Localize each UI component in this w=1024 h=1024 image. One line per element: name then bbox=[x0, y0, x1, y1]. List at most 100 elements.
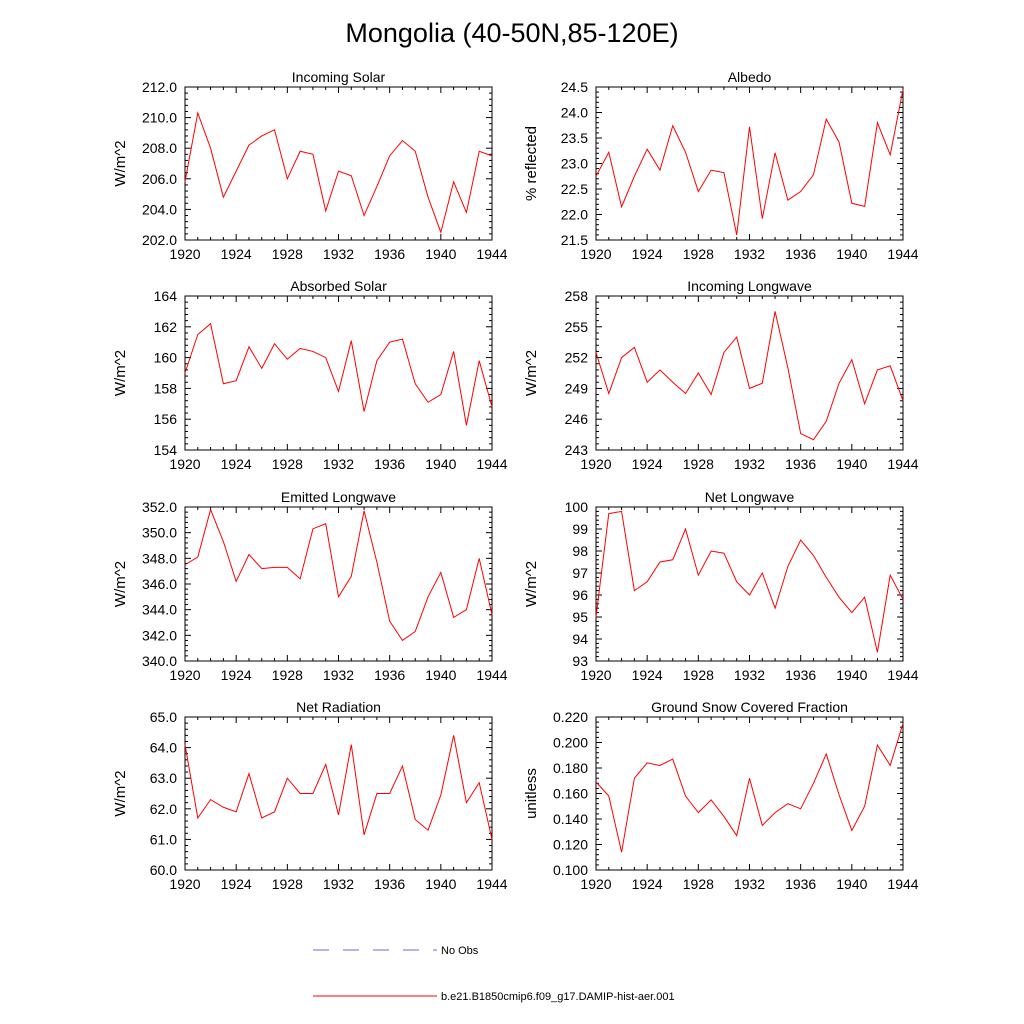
y-tick-label: 64.0 bbox=[150, 740, 177, 756]
chart-panel: Albedo % reflected 1920 1924 1928 1932 1936 194… bbox=[523, 69, 919, 262]
y-tick-label: 350.0 bbox=[142, 525, 177, 541]
y-tick-label: 212.0 bbox=[142, 79, 177, 95]
y-tick-label: 252 bbox=[565, 350, 589, 366]
y-tick-label: 0.180 bbox=[553, 760, 588, 776]
legend: No Obs b.e21.B1850cmip6.f09_g17.DAMIP-hi… bbox=[313, 945, 675, 1003]
panel-title: Absorbed Solar bbox=[290, 278, 387, 294]
x-tick-label: 1936 bbox=[374, 876, 405, 892]
y-axis-label: W/m^2 bbox=[523, 350, 540, 396]
panel-title: Incoming Longwave bbox=[687, 278, 812, 294]
panels-grid: Incoming Solar W/m^2 1920 1924 1928 1932 1936 1… bbox=[112, 69, 919, 892]
plot-frame bbox=[184, 295, 493, 451]
x-tick-label: 1940 bbox=[836, 246, 867, 262]
y-tick-label: 62.0 bbox=[150, 801, 177, 817]
y-tick-label: 164 bbox=[154, 288, 178, 304]
x-tick-label: 1920 bbox=[169, 456, 200, 472]
y-tick-label: 346.0 bbox=[142, 576, 177, 592]
y-tick-label: 94 bbox=[572, 631, 588, 647]
plot-frame bbox=[595, 86, 904, 241]
x-tick-label: 1936 bbox=[374, 456, 405, 472]
y-tick-label: 210.0 bbox=[142, 110, 177, 126]
x-tick-label: 1932 bbox=[323, 876, 354, 892]
x-tick-label: 1924 bbox=[632, 876, 663, 892]
x-tick-label: 1944 bbox=[476, 876, 507, 892]
x-tick-label: 1928 bbox=[683, 876, 714, 892]
plot-frame bbox=[184, 716, 493, 871]
x-tick-label: 1924 bbox=[221, 246, 252, 262]
y-tick-label: 154 bbox=[154, 442, 178, 458]
y-tick-label: 96 bbox=[572, 587, 588, 603]
y-tick-label: 95 bbox=[572, 609, 588, 625]
series-line bbox=[184, 111, 493, 235]
y-tick-label: 342.0 bbox=[142, 627, 177, 643]
panel-title: Net Longwave bbox=[705, 489, 795, 505]
x-tick-label: 1936 bbox=[785, 876, 816, 892]
panel-title: Ground Snow Covered Fraction bbox=[651, 699, 848, 715]
y-tick-label: 162 bbox=[154, 319, 178, 335]
y-tick-label: 0.160 bbox=[553, 786, 588, 802]
y-tick-label: 348.0 bbox=[142, 550, 177, 566]
y-axis-label: W/m^2 bbox=[112, 770, 129, 816]
y-tick-label: 160 bbox=[154, 350, 178, 366]
x-tick-label: 1944 bbox=[476, 456, 507, 472]
y-tick-label: 22.0 bbox=[561, 207, 588, 223]
y-tick-label: 206.0 bbox=[142, 171, 177, 187]
x-tick-label: 1936 bbox=[785, 246, 816, 262]
y-tick-label: 23.5 bbox=[561, 130, 588, 146]
y-tick-label: 258 bbox=[565, 288, 589, 304]
y-tick-label: 21.5 bbox=[561, 232, 588, 248]
x-tick-label: 1924 bbox=[632, 667, 663, 683]
x-tick-label: 1920 bbox=[580, 456, 611, 472]
panel-title: Net Radiation bbox=[296, 699, 381, 715]
y-tick-label: 93 bbox=[572, 653, 588, 669]
x-tick-label: 1936 bbox=[374, 246, 405, 262]
y-tick-label: 344.0 bbox=[142, 602, 177, 618]
y-tick-label: 65.0 bbox=[150, 709, 177, 725]
x-tick-label: 1940 bbox=[425, 246, 456, 262]
x-tick-label: 1920 bbox=[580, 667, 611, 683]
x-tick-label: 1940 bbox=[836, 456, 867, 472]
series-line bbox=[595, 723, 904, 853]
y-tick-label: 208.0 bbox=[142, 140, 177, 156]
x-tick-label: 1920 bbox=[169, 246, 200, 262]
x-tick-label: 1932 bbox=[734, 456, 765, 472]
x-tick-label: 1924 bbox=[221, 876, 252, 892]
x-tick-label: 1932 bbox=[734, 246, 765, 262]
y-tick-label: 352.0 bbox=[142, 499, 177, 515]
x-tick-label: 1940 bbox=[425, 876, 456, 892]
chart-panel: Ground Snow Covered Fraction unitless 1920… bbox=[523, 699, 919, 892]
y-tick-label: 0.220 bbox=[553, 709, 588, 725]
y-tick-label: 255 bbox=[565, 319, 589, 335]
x-tick-label: 1944 bbox=[887, 667, 918, 683]
chart-panel: Net Longwave W/m^2 1920 1924 1928 1932 1936 194… bbox=[523, 489, 919, 683]
chart-panel: Absorbed Solar W/m^2 1920 1924 1928 1932 1936 1… bbox=[112, 278, 508, 472]
x-tick-label: 1936 bbox=[785, 667, 816, 683]
x-tick-label: 1932 bbox=[323, 246, 354, 262]
plot-frame bbox=[595, 295, 904, 451]
series-line bbox=[595, 311, 904, 441]
chart-panel: Incoming Solar W/m^2 1920 1924 1928 1932 1936 1… bbox=[112, 69, 508, 262]
y-tick-label: 0.140 bbox=[553, 811, 588, 827]
x-tick-label: 1924 bbox=[221, 667, 252, 683]
y-tick-label: 0.120 bbox=[553, 837, 588, 853]
x-tick-label: 1920 bbox=[169, 876, 200, 892]
x-tick-label: 1920 bbox=[580, 246, 611, 262]
x-tick-label: 1944 bbox=[887, 876, 918, 892]
y-tick-label: 23.0 bbox=[561, 156, 588, 172]
y-tick-label: 243 bbox=[565, 442, 589, 458]
chart-panel: Incoming Longwave W/m^2 1920 1924 1928 1932 19… bbox=[523, 278, 919, 472]
y-tick-label: 0.100 bbox=[553, 862, 588, 878]
y-tick-label: 97 bbox=[572, 565, 588, 581]
x-tick-label: 1932 bbox=[734, 667, 765, 683]
y-tick-label: 246 bbox=[565, 411, 589, 427]
y-axis-label: % reflected bbox=[523, 126, 540, 201]
x-tick-label: 1940 bbox=[425, 456, 456, 472]
y-tick-label: 22.5 bbox=[561, 181, 588, 197]
x-tick-label: 1932 bbox=[323, 456, 354, 472]
chart-panel: Emitted Longwave W/m^2 1920 1924 1928 1932 193… bbox=[112, 489, 508, 683]
plot-frame bbox=[184, 506, 493, 662]
y-tick-label: 340.0 bbox=[142, 653, 177, 669]
y-tick-label: 63.0 bbox=[150, 770, 177, 786]
x-tick-label: 1928 bbox=[683, 246, 714, 262]
x-tick-label: 1920 bbox=[169, 667, 200, 683]
